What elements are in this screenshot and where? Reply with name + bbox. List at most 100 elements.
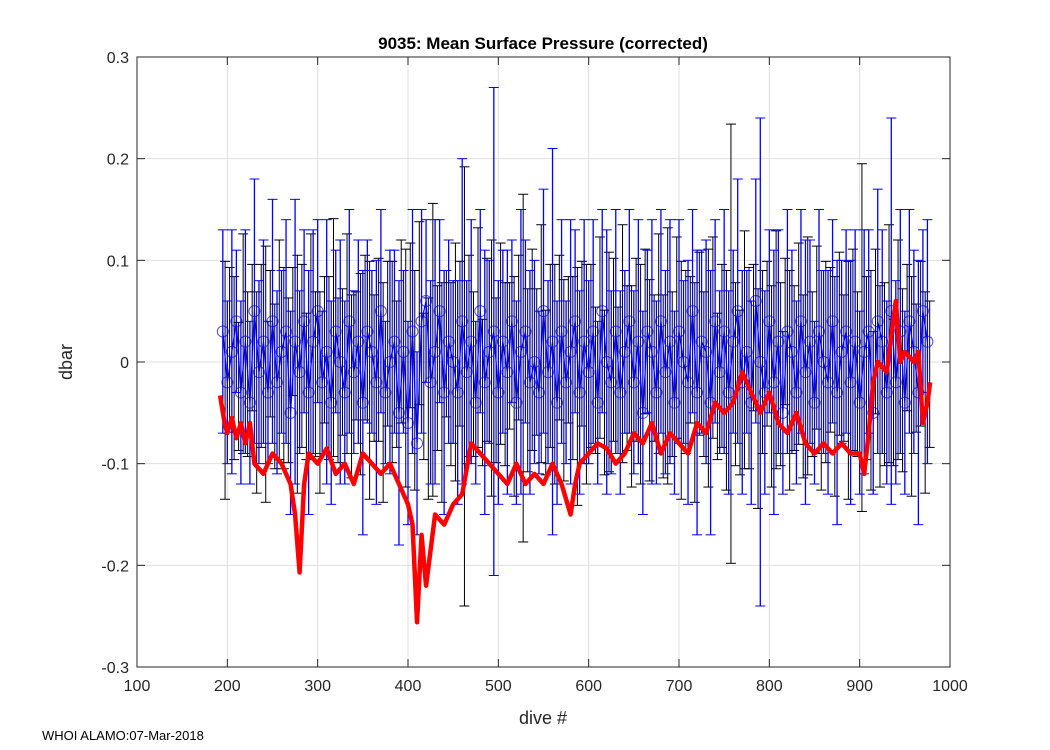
y-tick-label: 0 (120, 355, 129, 372)
blue-data-point (627, 376, 640, 389)
blue-data-point (551, 396, 564, 409)
blue-data-point (605, 376, 618, 389)
x-tick-label: 300 (304, 678, 331, 695)
x-tick-label: 700 (666, 678, 693, 695)
blue-data-point (352, 335, 365, 348)
blue-data-point (600, 356, 613, 368)
blue-data-point (383, 356, 396, 368)
blue-data-point (532, 386, 545, 399)
blue-data-point (763, 315, 776, 328)
blue-data-point (803, 335, 816, 348)
blue-data-point (460, 366, 473, 379)
blue-data-point (542, 366, 555, 379)
blue-data-point (709, 315, 722, 328)
blue-data-point (438, 386, 451, 399)
blue-data-point (772, 335, 785, 348)
blue-data-point (880, 386, 893, 399)
blue-data-point (876, 335, 889, 348)
blue-data-point (578, 335, 591, 348)
blue-data-point (307, 335, 320, 348)
blue-data-point (429, 345, 442, 358)
blue-data-point (487, 325, 500, 338)
blue-data-point (731, 305, 744, 318)
blue-data-point (433, 305, 446, 318)
blue-data-point (257, 335, 270, 348)
blue-data-point (523, 376, 536, 389)
blue-data-point (510, 396, 523, 409)
blue-data-point (673, 325, 685, 338)
blue-data-point (420, 295, 433, 307)
blue-data-point (289, 335, 302, 348)
blue-data-point (406, 325, 419, 338)
blue-data-point (374, 305, 387, 318)
blue-data-point (465, 335, 478, 348)
blue-data-point (650, 386, 663, 399)
blue-data-point (781, 325, 794, 338)
blue-data-point (790, 386, 803, 399)
blue-data-point (889, 376, 902, 389)
blue-data-point (898, 396, 911, 409)
red-line-series (217, 298, 933, 625)
y-tick-label: -0.3 (101, 660, 129, 677)
blue-data-point (496, 335, 509, 348)
blue-data-point (573, 386, 586, 399)
blue-data-point (483, 345, 496, 358)
blue-errorbar-series (216, 87, 934, 607)
blue-data-point (284, 406, 297, 419)
blue-data-point (474, 305, 487, 318)
blue-data-point (677, 356, 690, 368)
blue-data-point (411, 437, 424, 450)
blue-data-point (903, 315, 916, 328)
blue-data-point (225, 345, 238, 358)
blue-data-point (266, 315, 279, 328)
blue-data-point (623, 315, 636, 328)
blue-data-point (356, 396, 369, 409)
blue-data-point (316, 376, 329, 389)
blue-data-point (591, 396, 604, 409)
blue-data-point (343, 315, 356, 328)
x-tick-label: 1000 (932, 678, 968, 695)
blue-data-point (609, 325, 622, 338)
y-axis-label: dbar (56, 344, 76, 380)
blue-data-point (560, 376, 573, 389)
blue-data-point (528, 356, 541, 368)
blue-data-point (216, 325, 229, 338)
blue-data-point (840, 325, 853, 338)
blue-data-point (275, 345, 288, 358)
blue-data-point (447, 356, 460, 368)
blue-data-point (659, 366, 672, 379)
red-series-line (217, 298, 933, 625)
x-tick-label: 800 (756, 678, 783, 695)
blue-data-point (280, 325, 293, 338)
blue-data-point (365, 345, 378, 358)
blue-data-point (234, 386, 247, 399)
blue-data-point (379, 386, 392, 399)
blue-data-point (916, 305, 929, 318)
blue-data-point (478, 376, 491, 389)
blue-data-point (826, 315, 839, 328)
blue-data-point (320, 345, 333, 358)
footer-stamp: WHOI ALAMO:07-Mar-2018 (42, 728, 204, 743)
blue-data-point (221, 376, 234, 389)
blue-data-point (844, 376, 857, 389)
blue-data-point (822, 376, 835, 389)
blue-data-point (645, 345, 658, 358)
blue-data-point (587, 325, 600, 338)
blue-data-point (361, 325, 374, 338)
blue-data-point (370, 376, 383, 389)
x-tick-label: 500 (485, 678, 512, 695)
blue-data-point (713, 366, 726, 379)
blue-data-point (230, 315, 243, 328)
blue-data-point (456, 315, 469, 328)
blue-data-point (451, 386, 464, 399)
x-tick-label: 100 (124, 678, 151, 695)
blue-data-point (492, 386, 505, 399)
blue-data-point (564, 345, 577, 358)
blue-data-point (338, 386, 351, 399)
y-tick-label: 0.2 (107, 152, 129, 169)
blue-data-point (569, 315, 582, 328)
blue-data-point (853, 396, 866, 409)
blue-data-point (849, 335, 862, 348)
blue-data-point (546, 335, 559, 348)
blue-data-point (654, 315, 667, 328)
